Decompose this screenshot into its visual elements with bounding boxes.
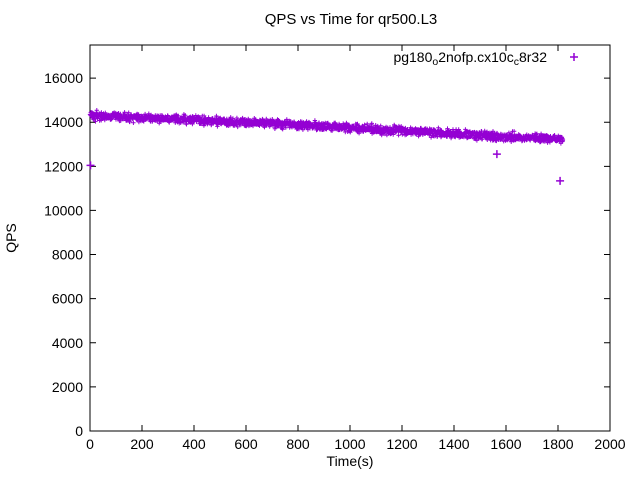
y-tick-label: 10000 [44,202,83,218]
y-tick-label: 8000 [52,247,83,263]
chart-title: QPS vs Time for qr500.L3 [265,11,438,28]
y-tick-label: 16000 [44,70,83,86]
tick-marks [89,45,611,432]
x-tick-label: 800 [286,436,310,452]
y-axis-label: QPS [3,223,19,253]
x-axis-label: Time(s) [327,453,374,469]
legend-plus-marker [570,53,578,61]
x-tick-label: 1800 [542,436,573,452]
y-tick-label: 4000 [52,335,83,351]
y-tick-label: 0 [75,423,83,439]
x-tick-label: 1200 [386,436,417,452]
plot-border [89,44,611,432]
axis-ticks [89,45,611,432]
x-tick-label: 400 [182,436,206,452]
y-axis-tick-labels: 0 2000 4000 6000 8000 10000 12000 14000 16000 [44,70,83,439]
x-tick-label: 200 [130,436,154,452]
x-tick-label: 1400 [438,436,469,452]
y-tick-label: 12000 [44,158,83,174]
x-tick-label: 1000 [334,436,365,452]
x-tick-label: 0 [86,436,94,452]
qps-scatter-band [87,108,566,146]
y-tick-label: 6000 [52,291,83,307]
x-tick-label: 600 [234,436,258,452]
y-tick-label: 2000 [52,379,83,395]
y-tick-label: 14000 [44,114,83,130]
legend: pg180o2nofp.cx10cc8r32 [393,49,578,68]
x-axis-tick-labels: 0 200 400 600 800 1000 1200 1400 1600 1800 2000 [86,436,626,452]
x-tick-label: 1600 [490,436,521,452]
legend-series-label: pg180o2nofp.cx10cc8r32 [393,49,547,68]
qps-outlier-points [86,150,565,185]
x-tick-label: 2000 [594,436,625,452]
data-points-series [86,108,566,185]
